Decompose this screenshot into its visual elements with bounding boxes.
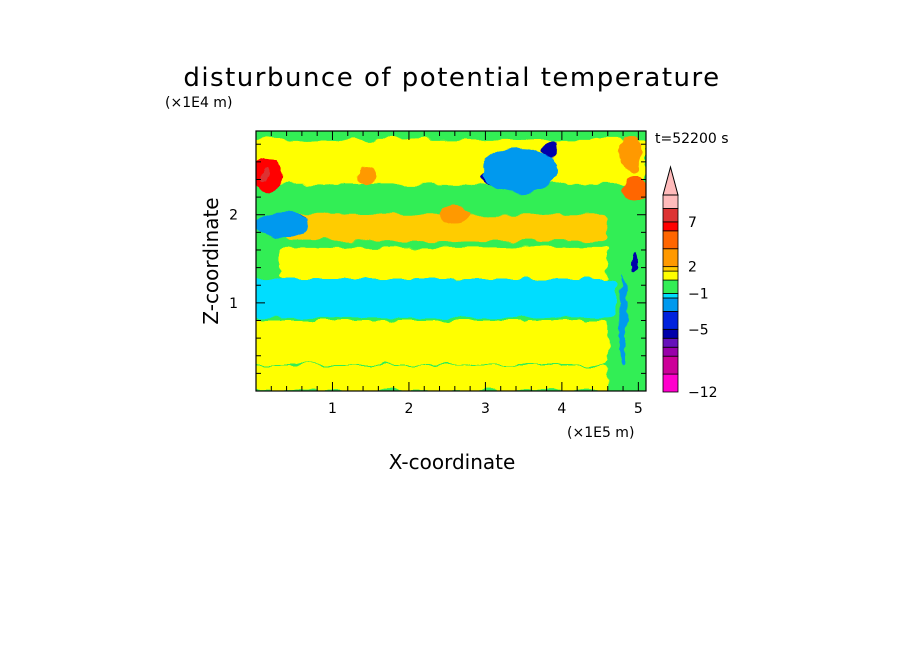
- colorbar: −12−5−127: [662, 165, 718, 401]
- colorbar-swatch-7: [662, 293, 679, 299]
- field-blob-8: [260, 168, 270, 182]
- field-blob-14: [481, 148, 559, 193]
- colorbar-swatch-1: [662, 355, 679, 375]
- y-unit-label: (×1E4 m): [165, 95, 232, 111]
- axis-ticks: 1 2 3 4 5 1 2: [229, 131, 646, 417]
- y-tick-label: 1: [229, 296, 238, 312]
- colorbar-swatch-4: [662, 328, 679, 339]
- field-band-2: [286, 214, 608, 242]
- x-unit-label: (×1E5 m): [567, 425, 634, 441]
- time-label: t=52200 s: [655, 131, 729, 147]
- field-blob-21: [619, 135, 643, 171]
- chart-title: disturbunce of potential temperature: [183, 63, 720, 93]
- field-band-6: [256, 365, 608, 391]
- field-blob-9: [357, 164, 377, 186]
- colorbar-swatch-6: [662, 297, 679, 312]
- field-band-3: [278, 247, 608, 280]
- x-tick-label: 3: [481, 401, 490, 417]
- field-band-5: [256, 320, 608, 365]
- x-tick-label: 4: [557, 401, 566, 417]
- y-tick-label: 2: [229, 208, 238, 224]
- field-blob-20: [619, 276, 627, 365]
- field-blob-13: [542, 139, 559, 158]
- contour-field: [256, 131, 646, 391]
- colorbar-swatch-10: [662, 266, 679, 272]
- field-blob-18: [623, 175, 646, 202]
- field-blob-10: [439, 205, 471, 224]
- colorbar-swatch-8: [662, 279, 679, 294]
- colorbar-swatch-3: [662, 337, 679, 348]
- colorbar-swatch-12: [662, 230, 679, 250]
- colorbar-swatch-14: [662, 208, 679, 223]
- x-tick-label: 1: [328, 401, 337, 417]
- colorbar-swatch-5: [662, 311, 679, 330]
- field-blob-19: [631, 252, 638, 274]
- field-blob-17: [256, 212, 310, 238]
- colorbar-label: −5: [688, 322, 709, 338]
- colorbar-label: −1: [688, 287, 709, 303]
- field-band-1: [256, 139, 646, 184]
- colorbar-extend-arrow: [662, 165, 679, 196]
- colorbar-label: −12: [688, 385, 718, 401]
- x-tick-label: 2: [404, 401, 413, 417]
- colorbar-label: 7: [688, 215, 697, 231]
- colorbar-swatch-15: [662, 194, 679, 209]
- field-band-4: [256, 279, 616, 318]
- colorbar-swatch-2: [662, 346, 679, 357]
- x-tick-label: 5: [634, 401, 643, 417]
- colorbar-swatch-13: [662, 221, 679, 232]
- x-axis-title: X-coordinate: [389, 450, 516, 474]
- colorbar-swatch-11: [662, 248, 679, 268]
- colorbar-swatch-9: [662, 270, 679, 281]
- y-axis-title: Z-coordinate: [199, 197, 223, 324]
- colorbar-label: 2: [688, 260, 697, 276]
- colorbar-swatch-0: [662, 373, 679, 393]
- plot-frame: [255, 130, 647, 392]
